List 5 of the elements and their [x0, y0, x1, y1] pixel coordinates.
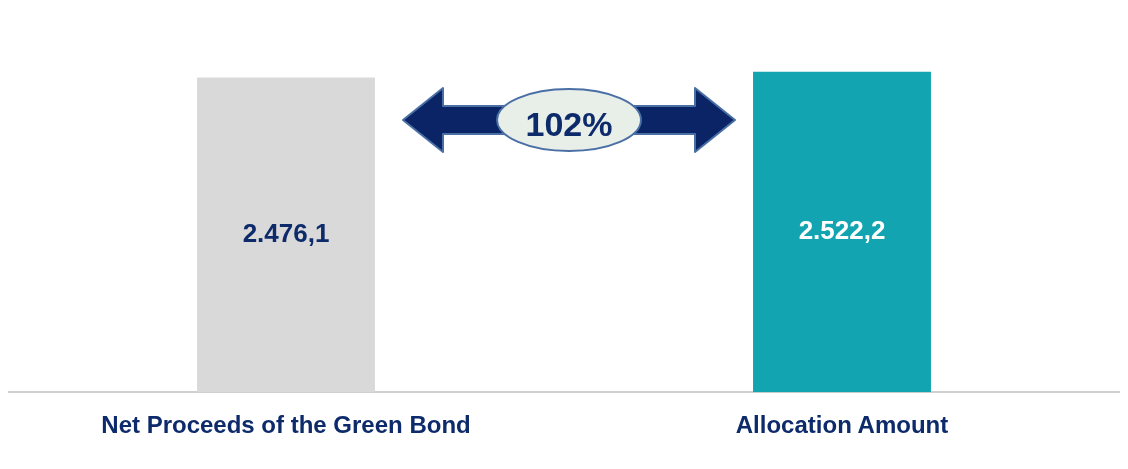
annotation: 102% — [524, 104, 614, 144]
data-label: 2.522,2 — [798, 215, 886, 246]
data-label: 2.476,1 — [242, 218, 330, 249]
x-tick-label: Allocation Amount — [735, 411, 949, 439]
x-tick-label: Net Proceeds of the Green Bond — [101, 411, 471, 439]
